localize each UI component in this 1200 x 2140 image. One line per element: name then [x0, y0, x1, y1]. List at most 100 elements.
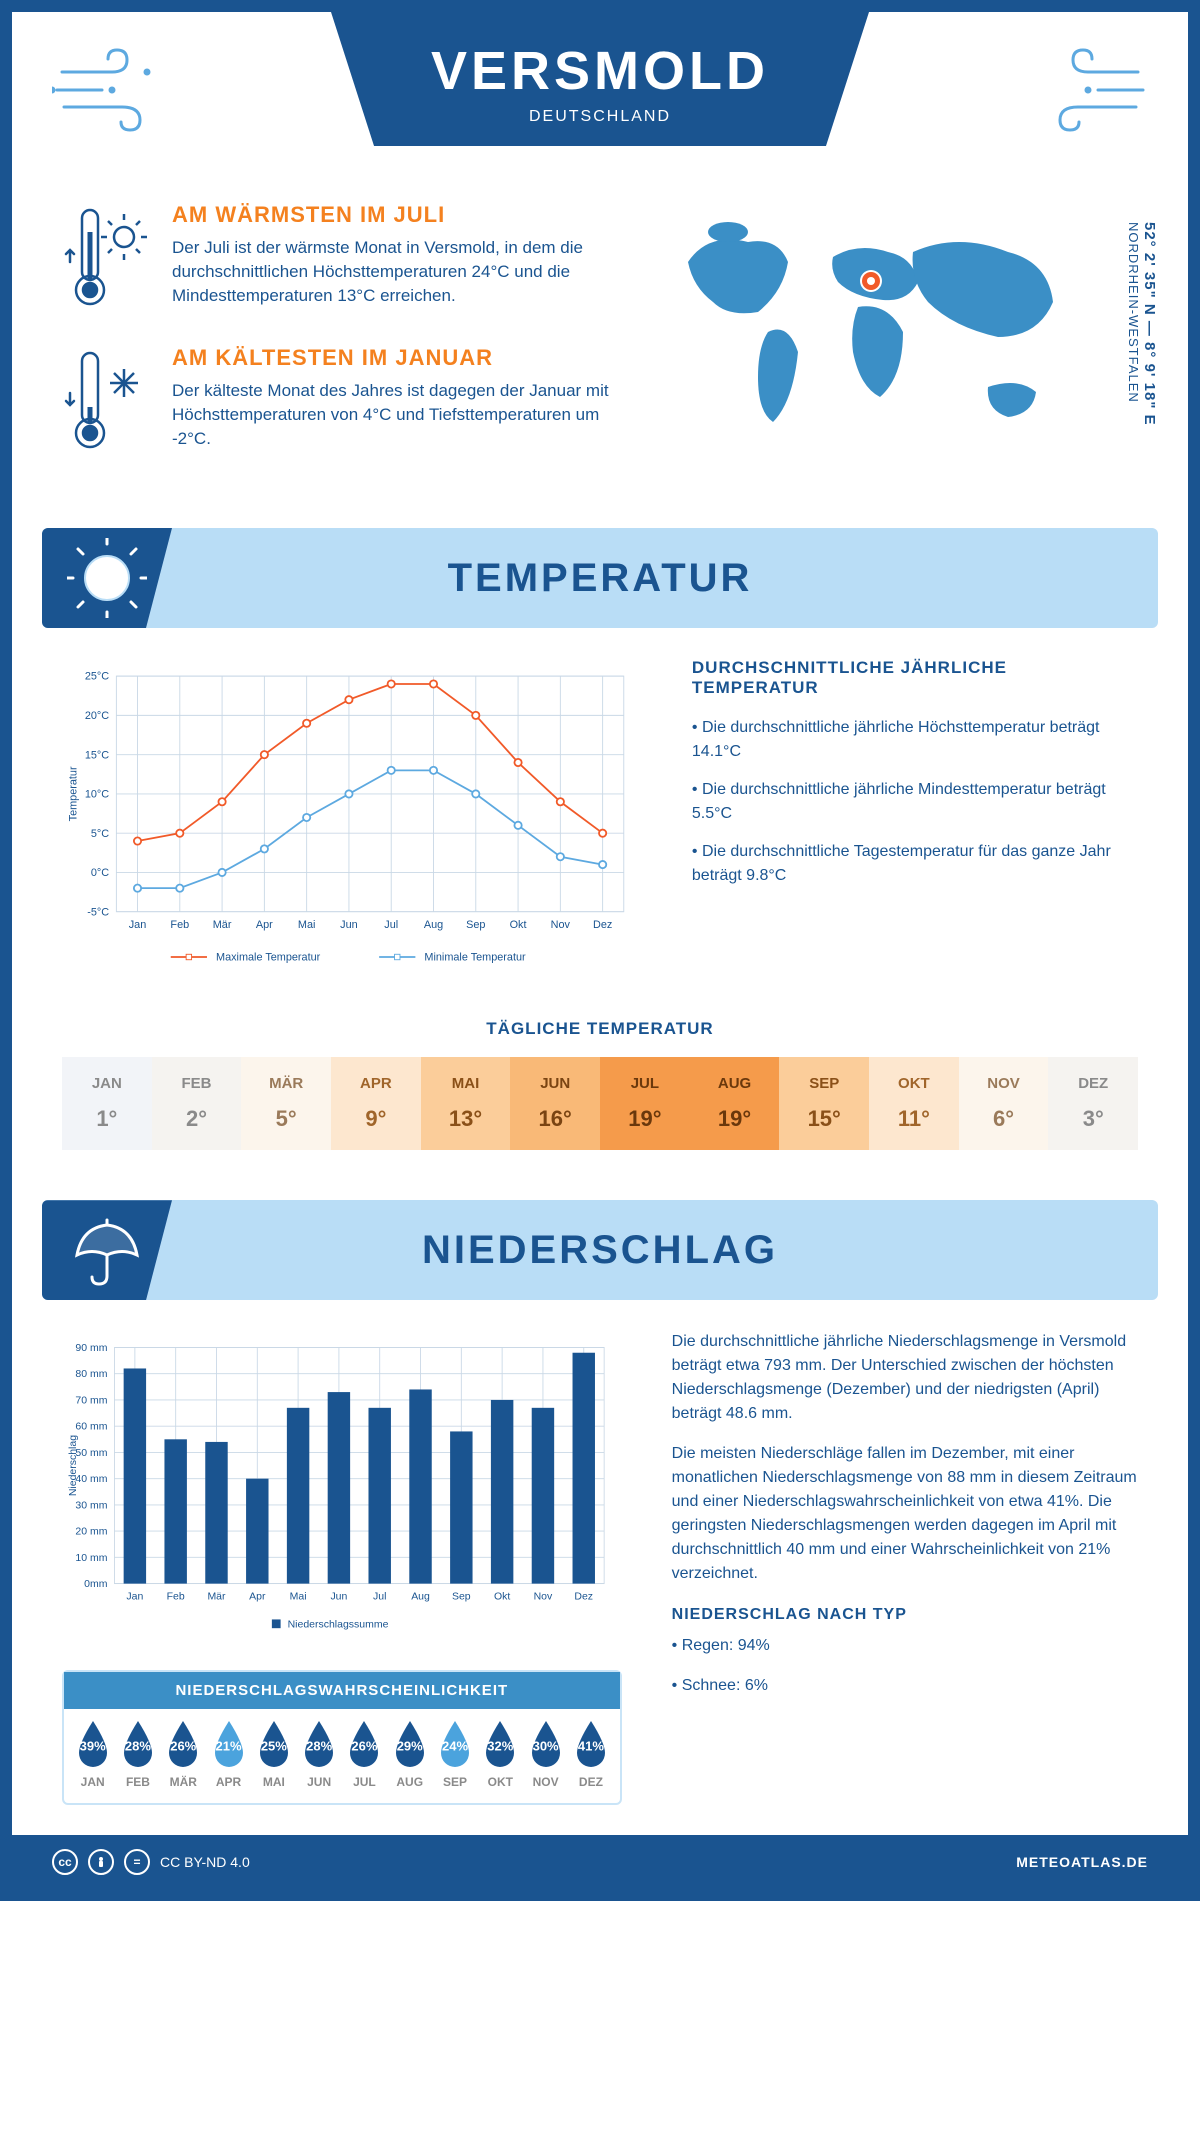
svg-text:20 mm: 20 mm — [75, 1527, 107, 1538]
site-label: METEOATLAS.DE — [1016, 1854, 1148, 1870]
title-banner: VERSMOLD DEUTSCHLAND — [331, 12, 869, 146]
svg-text:Mär: Mär — [213, 919, 232, 931]
warmest-text: Der Juli ist der wärmste Monat in Versmo… — [172, 236, 618, 307]
svg-text:80 mm: 80 mm — [75, 1369, 107, 1380]
temp-bullet: • Die durchschnittliche Tagestemperatur … — [692, 840, 1138, 888]
svg-text:0mm: 0mm — [84, 1579, 108, 1590]
license-label: CC BY-ND 4.0 — [160, 1854, 250, 1870]
probability-heading: NIEDERSCHLAGSWAHRSCHEINLICHKEIT — [64, 1672, 620, 1709]
cc-icon: cc — [52, 1849, 78, 1875]
svg-text:Feb: Feb — [170, 919, 189, 931]
svg-text:30 mm: 30 mm — [75, 1501, 107, 1512]
svg-text:Temperatur: Temperatur — [68, 766, 80, 821]
svg-text:10 mm: 10 mm — [75, 1553, 107, 1564]
svg-text:Jan: Jan — [129, 919, 147, 931]
svg-text:70 mm: 70 mm — [75, 1396, 107, 1407]
wind-icon — [1038, 42, 1148, 137]
coldest-block: AM KÄLTESTEN IM JANUAR Der kälteste Mona… — [62, 345, 618, 460]
daily-temp-cell: DEZ3° — [1048, 1057, 1138, 1150]
thermometer-cold-icon — [62, 345, 152, 460]
warmest-block: AM WÄRMSTEN IM JULI Der Juli ist der wär… — [62, 202, 618, 317]
temp-bullet: • Die durchschnittliche jährliche Höchst… — [692, 716, 1138, 764]
coldest-title: AM KÄLTESTEN IM JANUAR — [172, 345, 618, 371]
probability-cell: 32%OKT — [478, 1719, 523, 1789]
probability-box: NIEDERSCHLAGSWAHRSCHEINLICHKEIT 39%JAN28… — [62, 1670, 622, 1805]
probability-cell: 26%MÄR — [161, 1719, 206, 1789]
probability-cell: 24%SEP — [432, 1719, 477, 1789]
temperature-line-chart: -5°C0°C5°C10°C15°C20°C25°CJanFebMärAprMa… — [62, 658, 642, 989]
svg-text:Dez: Dez — [574, 1592, 593, 1603]
wind-icon — [52, 42, 162, 137]
daily-temp-cell: MAI13° — [421, 1057, 511, 1150]
svg-text:Feb: Feb — [167, 1592, 185, 1603]
probability-cell: 39%JAN — [70, 1719, 115, 1789]
world-map-block: 52° 2' 35" N — 8° 9' 18" E NORDRHEIN-WES… — [658, 202, 1138, 488]
coldest-text: Der kälteste Monat des Jahres ist dagege… — [172, 379, 618, 450]
daily-temp-cell: FEB2° — [152, 1057, 242, 1150]
daily-temp-cell: AUG19° — [690, 1057, 780, 1150]
precip-text-block: Die durchschnittliche jährliche Niedersc… — [672, 1330, 1138, 1805]
svg-text:Aug: Aug — [411, 1592, 430, 1603]
daily-temp-cell: JUN16° — [510, 1057, 600, 1150]
svg-text:Apr: Apr — [249, 1592, 266, 1603]
intro-section: AM WÄRMSTEN IM JULI Der Juli ist der wär… — [12, 202, 1188, 518]
precip-heading: NIEDERSCHLAG — [42, 1228, 1158, 1273]
precip-type: • Regen: 94% — [672, 1634, 1138, 1658]
temp-bullet: • Die durchschnittliche jährliche Mindes… — [692, 778, 1138, 826]
temp-heading: TEMPERATUR — [42, 556, 1158, 601]
svg-text:Minimale Temperatur: Minimale Temperatur — [424, 952, 526, 964]
svg-text:Jun: Jun — [330, 1592, 347, 1603]
svg-text:Jul: Jul — [373, 1592, 386, 1603]
svg-text:Sep: Sep — [452, 1592, 471, 1603]
infographic-page: VERSMOLD DEUTSCHLAND — [0, 0, 1200, 1901]
temp-text-block: DURCHSCHNITTLICHE JÄHRLICHE TEMPERATUR •… — [692, 658, 1138, 989]
header: VERSMOLD DEUTSCHLAND — [12, 12, 1188, 202]
coordinates: 52° 2' 35" N — 8° 9' 18" E NORDRHEIN-WES… — [1126, 222, 1158, 426]
thermometer-hot-icon — [62, 202, 152, 317]
svg-text:Dez: Dez — [593, 919, 612, 931]
svg-text:Niederschlagssumme: Niederschlagssumme — [288, 1619, 389, 1630]
precipitation-bar-chart: 0mm10 mm20 mm30 mm40 mm50 mm60 mm70 mm80… — [62, 1330, 622, 1650]
section-header-temp: TEMPERATUR — [42, 528, 1158, 628]
svg-text:Nov: Nov — [551, 919, 571, 931]
svg-text:Okt: Okt — [494, 1592, 510, 1603]
nd-icon: = — [124, 1849, 150, 1875]
daily-temp-cell: SEP15° — [779, 1057, 869, 1150]
daily-temp-cell: MÄR5° — [241, 1057, 331, 1150]
svg-text:-5°C: -5°C — [87, 906, 109, 918]
svg-text:15°C: 15°C — [85, 749, 109, 761]
svg-text:Maximale Temperatur: Maximale Temperatur — [216, 952, 321, 964]
daily-temp-cell: NOV6° — [959, 1057, 1049, 1150]
svg-text:50 mm: 50 mm — [75, 1448, 107, 1459]
svg-text:10°C: 10°C — [85, 789, 109, 801]
warmest-title: AM WÄRMSTEN IM JULI — [172, 202, 618, 228]
svg-text:5°C: 5°C — [91, 828, 109, 840]
svg-text:90 mm: 90 mm — [75, 1343, 107, 1354]
probability-cell: 25%MAI — [251, 1719, 296, 1789]
svg-text:Aug: Aug — [424, 919, 443, 931]
probability-cell: 29%AUG — [387, 1719, 432, 1789]
daily-temp-cell: JUL19° — [600, 1057, 690, 1150]
svg-text:Okt: Okt — [510, 919, 527, 931]
svg-text:Jul: Jul — [384, 919, 398, 931]
section-header-precip: NIEDERSCHLAG — [42, 1200, 1158, 1300]
probability-cell: 28%JUN — [296, 1719, 341, 1789]
svg-text:Sep: Sep — [466, 919, 485, 931]
probability-cell: 28%FEB — [115, 1719, 160, 1789]
probability-cell: 21%APR — [206, 1719, 251, 1789]
daily-temp-cell: JAN1° — [62, 1057, 152, 1150]
svg-text:Niederschlag: Niederschlag — [68, 1435, 79, 1496]
precip-type: • Schnee: 6% — [672, 1674, 1138, 1698]
svg-text:Jun: Jun — [340, 919, 358, 931]
svg-text:Mai: Mai — [290, 1592, 307, 1603]
svg-text:Nov: Nov — [534, 1592, 553, 1603]
svg-text:40 mm: 40 mm — [75, 1474, 107, 1485]
svg-text:25°C: 25°C — [85, 671, 109, 683]
svg-text:0°C: 0°C — [91, 867, 109, 879]
umbrella-icon — [42, 1200, 172, 1300]
probability-cell: 26%JUL — [342, 1719, 387, 1789]
daily-temp-table: TÄGLICHE TEMPERATUR JAN1°FEB2°MÄR5°APR9°… — [12, 1019, 1188, 1190]
daily-temp-cell: OKT11° — [869, 1057, 959, 1150]
by-icon — [88, 1849, 114, 1875]
svg-text:Mai: Mai — [298, 919, 316, 931]
